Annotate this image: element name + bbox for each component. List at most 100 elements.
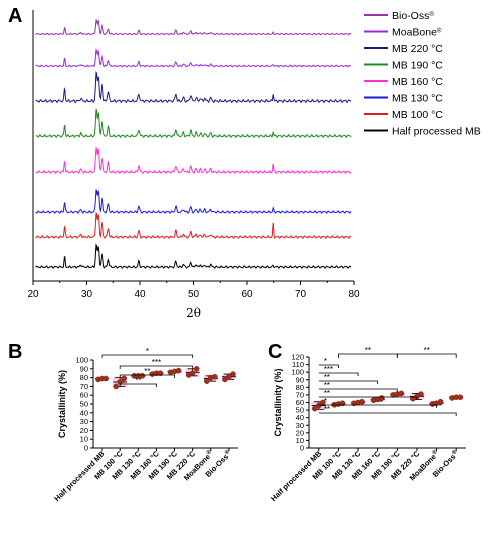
significance-bracket	[318, 380, 379, 384]
crystallinity-point	[230, 371, 236, 377]
crystallinity-y-tick-label: 30	[296, 421, 304, 430]
significance-label: *	[324, 397, 327, 406]
crystallinity-y-tick-label: 40	[80, 408, 88, 417]
xrd-legend-label: MB 160 °C	[392, 76, 443, 88]
crystallinity-y-axis-label: Crystallinity (%)	[57, 370, 67, 438]
crystallinity-y-tick-label: 50	[80, 400, 88, 409]
crystallinity-y-axis-label: Crystallinity (%)	[273, 368, 283, 436]
significance-bracket	[318, 364, 339, 368]
significance-label: ***	[152, 358, 161, 367]
significance-label: *	[146, 347, 149, 356]
significance-label: ***	[324, 365, 333, 374]
significance-bracket	[318, 404, 437, 408]
crystallinity-point	[193, 365, 200, 372]
xrd-x-tick-label: 80	[348, 289, 360, 300]
crystallinity-y-tick-label: 30	[80, 417, 88, 426]
significance-label: **	[144, 367, 150, 376]
crystallinity-y-tick-label: 0	[84, 444, 88, 453]
xrd-panel: 20 30 40 50 60 70 80 2θ Bio-Oss® MoaBone® MB 220 °…	[27, 10, 481, 320]
crystallinity-point	[175, 367, 182, 374]
xrd-trace	[35, 48, 352, 68]
crystallinity-point	[418, 391, 424, 397]
significance-label: **	[324, 389, 330, 398]
crystallinity-point	[378, 395, 385, 401]
significance-bracket-top	[338, 353, 398, 358]
crystallinity-y-tick-label: 100	[75, 356, 88, 365]
significance-bracket	[318, 396, 418, 400]
xrd-x-tick-label: 70	[295, 289, 307, 300]
crystallinity-point	[204, 378, 210, 384]
crystallinity-point	[222, 376, 228, 383]
xrd-x-tick-label: 60	[241, 289, 253, 300]
crystallinity-y-tick-label: 70	[296, 390, 304, 399]
significance-bracket	[101, 354, 194, 358]
crystallinity-point	[189, 370, 196, 377]
xrd-trace	[35, 108, 352, 139]
xrd-legend-label: MB 220 °C	[392, 43, 443, 55]
significance-bracket	[119, 383, 157, 387]
significance-bracket	[119, 365, 194, 369]
panel-letter-b: B	[8, 341, 22, 363]
significance-label: *	[324, 357, 327, 366]
xrd-x-tick-label: 40	[134, 289, 146, 300]
panel-letter-a: A	[8, 5, 22, 27]
crystallinity-y-tick-label: 80	[80, 373, 88, 382]
crystallinity-point	[316, 402, 322, 409]
crystallinity-y-tick-label: 100	[291, 368, 304, 377]
significance-label: **	[324, 381, 330, 390]
crystallinity-y-tick-label: 80	[296, 383, 304, 392]
xrd-trace	[35, 211, 352, 239]
xrd-trace	[35, 147, 352, 174]
crystallinity-point	[359, 398, 365, 405]
crystallinity-point	[457, 394, 463, 400]
significance-bracket	[119, 374, 175, 378]
crystallinity-y-tick-label: 40	[296, 413, 304, 422]
xrd-trace	[35, 243, 352, 269]
crystallinity-y-tick-label: 0	[300, 444, 304, 453]
crystallinity-point	[339, 400, 346, 407]
crystallinity-y-tick-label: 60	[296, 398, 304, 407]
xrd-legend-label: MoaBone®	[392, 27, 442, 39]
crystallinity-y-tick-label: 50	[296, 406, 304, 415]
crystallinity-point	[139, 373, 146, 379]
crystallinity-point	[103, 375, 109, 382]
crystallinity-point	[226, 373, 232, 380]
crystallinity-y-tick-label: 10	[80, 435, 88, 444]
crystallinity-y-tick-label: 90	[296, 375, 304, 384]
xrd-trace	[35, 189, 352, 214]
xrd-x-tick-label: 50	[188, 289, 200, 300]
crystallinity-point	[212, 373, 218, 380]
crystallinity-y-tick-label: 20	[80, 426, 88, 435]
crystallinity-point	[157, 370, 164, 377]
crystallinity-point	[113, 383, 119, 390]
significance-label: **	[135, 376, 141, 385]
xrd-trace	[35, 18, 352, 36]
crystallinity-y-tick-label: 60	[80, 391, 88, 400]
panel-letter-c: C	[268, 341, 282, 363]
xrd-legend-label: Half processed MB	[392, 126, 481, 138]
xrd-x-tick-label: 30	[81, 289, 93, 300]
xrd-legend-label: MB 190 °C	[392, 60, 443, 72]
crystallinity-point	[121, 375, 127, 382]
crystallinity-y-tick-label: 10	[296, 436, 304, 445]
xrd-legend-label: MB 130 °C	[392, 93, 443, 105]
xrd-x-tick-label: 20	[27, 289, 39, 300]
crystallinity-y-tick-label: 20	[296, 428, 304, 437]
crystallinity-y-tick-label: 110	[292, 360, 304, 369]
xrd-legend-label: Bio-Oss®	[392, 10, 434, 22]
significance-bracket	[318, 372, 359, 376]
crystallinity-y-tick-label: 70	[80, 382, 88, 391]
crystallinity-y-tick-label: 120	[291, 353, 304, 362]
significance-bracket	[318, 412, 457, 416]
crystallinity-y-tick-label: 90	[80, 364, 88, 373]
significance-label: **	[365, 346, 371, 355]
crystallinity-point	[398, 390, 405, 397]
crystallinity-point	[312, 405, 318, 412]
significance-bracket	[318, 388, 398, 392]
significance-label: **	[424, 346, 430, 355]
xrd-trace	[35, 71, 352, 104]
xrd-legend-label: MB 100 °C	[392, 109, 443, 121]
